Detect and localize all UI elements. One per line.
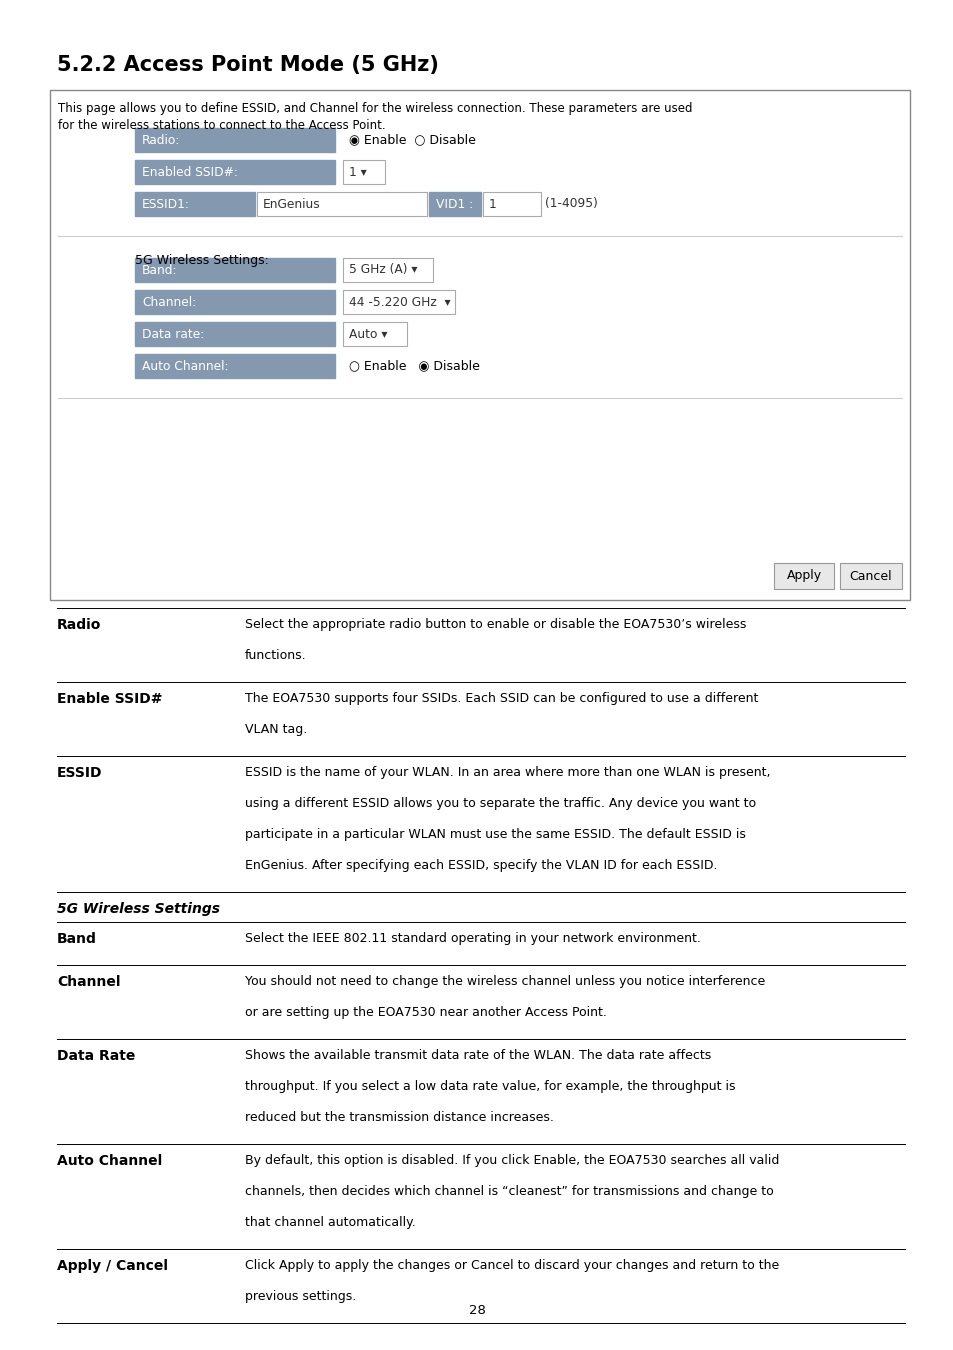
Text: Apply / Cancel: Apply / Cancel [57,1260,168,1273]
Bar [135,128,335,153]
Text: Channel:: Channel: [142,296,196,309]
Text: 28: 28 [468,1304,485,1316]
FancyBboxPatch shape [773,563,833,589]
Bar [135,192,254,216]
Text: or are setting up the EOA7530 near another Access Point.: or are setting up the EOA7530 near anoth… [245,1006,606,1019]
Bar [429,192,480,216]
FancyBboxPatch shape [50,90,909,599]
Bar [343,290,455,315]
Text: Auto ▾: Auto ▾ [349,328,387,340]
Text: Data Rate: Data Rate [57,1049,135,1062]
Text: Click Apply to apply the changes or Cancel to discard your changes and return to: Click Apply to apply the changes or Canc… [245,1260,779,1272]
Text: 5G Wireless Settings:: 5G Wireless Settings: [135,254,269,267]
Text: Shows the available transmit data rate of the WLAN. The data rate affects: Shows the available transmit data rate o… [245,1049,711,1062]
Text: 1 ▾: 1 ▾ [349,166,366,178]
Text: ESSID1:: ESSID1: [142,197,190,211]
Text: functions.: functions. [245,649,306,662]
Text: Enabled SSID#:: Enabled SSID#: [142,166,237,178]
Bar [482,192,540,216]
Text: throughput. If you select a low data rate value, for example, the throughput is: throughput. If you select a low data rat… [245,1080,735,1094]
Text: EnGenius. After specifying each ESSID, specify the VLAN ID for each ESSID.: EnGenius. After specifying each ESSID, s… [245,859,717,872]
Text: reduced but the transmission distance increases.: reduced but the transmission distance in… [245,1111,554,1125]
Text: for the wireless stations to connect to the Access Point.: for the wireless stations to connect to … [58,119,385,132]
Text: 5G Wireless Settings: 5G Wireless Settings [57,902,220,917]
Bar [343,258,433,282]
Text: 44 -5.220 GHz  ▾: 44 -5.220 GHz ▾ [349,296,450,309]
Text: Data rate:: Data rate: [142,328,204,340]
Text: Cancel: Cancel [849,570,891,582]
Bar [343,323,407,346]
Text: using a different ESSID allows you to separate the traffic. Any device you want : using a different ESSID allows you to se… [245,796,756,810]
Text: ○ Enable   ◉ Disable: ○ Enable ◉ Disable [349,359,479,373]
Bar [135,161,335,184]
FancyBboxPatch shape [840,563,901,589]
Bar [256,192,427,216]
Text: Enable SSID#: Enable SSID# [57,693,162,706]
Text: EnGenius: EnGenius [263,197,320,211]
Text: (1-4095): (1-4095) [544,197,598,211]
Bar [343,161,385,184]
Text: Select the IEEE 802.11 standard operating in your network environment.: Select the IEEE 802.11 standard operatin… [245,931,700,945]
Text: ESSID: ESSID [57,765,102,780]
Text: You should not need to change the wireless channel unless you notice interferenc: You should not need to change the wirele… [245,975,764,988]
Text: channels, then decides which channel is “cleanest” for transmissions and change : channels, then decides which channel is … [245,1185,773,1197]
Text: participate in a particular WLAN must use the same ESSID. The default ESSID is: participate in a particular WLAN must us… [245,828,745,841]
Text: Channel: Channel [57,975,120,990]
Text: The EOA7530 supports four SSIDs. Each SSID can be configured to use a different: The EOA7530 supports four SSIDs. Each SS… [245,693,758,705]
Text: 5 GHz (A) ▾: 5 GHz (A) ▾ [349,263,417,277]
Text: Band:: Band: [142,263,177,277]
Text: Band: Band [57,931,97,946]
Text: that channel automatically.: that channel automatically. [245,1216,416,1229]
Bar [135,323,335,346]
Text: 5.2.2 Access Point Mode (5 GHz): 5.2.2 Access Point Mode (5 GHz) [57,55,438,76]
Text: Radio:: Radio: [142,134,180,147]
Text: VID1 :: VID1 : [436,197,473,211]
Text: Auto Channel: Auto Channel [57,1154,162,1168]
Bar [135,290,335,315]
Text: Select the appropriate radio button to enable or disable the EOA7530’s wireless: Select the appropriate radio button to e… [245,618,745,630]
Text: Apply: Apply [785,570,821,582]
Text: previous settings.: previous settings. [245,1291,355,1303]
Text: Auto Channel:: Auto Channel: [142,359,229,373]
Text: ◉ Enable  ○ Disable: ◉ Enable ○ Disable [349,134,476,147]
Text: By default, this option is disabled. If you click Enable, the EOA7530 searches a: By default, this option is disabled. If … [245,1154,779,1166]
Text: VLAN tag.: VLAN tag. [245,724,307,736]
Text: 1: 1 [489,197,497,211]
Bar [135,354,335,378]
Text: ESSID is the name of your WLAN. In an area where more than one WLAN is present,: ESSID is the name of your WLAN. In an ar… [245,765,770,779]
Text: Radio: Radio [57,618,101,632]
Text: This page allows you to define ESSID, and Channel for the wireless connection. T: This page allows you to define ESSID, an… [58,103,692,115]
Bar [135,258,335,282]
